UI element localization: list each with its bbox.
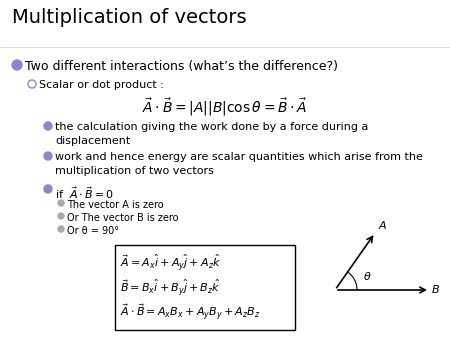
Text: $\vec{A}\cdot\vec{B}=A_xB_x+A_yB_y+A_zB_z$: $\vec{A}\cdot\vec{B}=A_xB_x+A_yB_y+A_zB_… bbox=[120, 303, 261, 323]
Text: $\vec{A}\cdot\vec{B}=|A||B|\cos\theta=\vec{B}\cdot\vec{A}$: $\vec{A}\cdot\vec{B}=|A||B|\cos\theta=\v… bbox=[142, 96, 308, 118]
Text: Scalar or dot product :: Scalar or dot product : bbox=[39, 80, 164, 90]
Text: Or θ = 90°: Or θ = 90° bbox=[67, 226, 119, 236]
Text: Multiplication of vectors: Multiplication of vectors bbox=[12, 8, 247, 27]
Text: the calculation giving the work done by a force during a
displacement: the calculation giving the work done by … bbox=[55, 122, 369, 146]
Circle shape bbox=[44, 152, 52, 160]
Text: work and hence energy are scalar quantities which arise from the
multiplication : work and hence energy are scalar quantit… bbox=[55, 152, 423, 176]
Circle shape bbox=[44, 122, 52, 130]
Circle shape bbox=[58, 200, 64, 206]
Text: $\theta$: $\theta$ bbox=[363, 270, 372, 282]
Text: B: B bbox=[432, 285, 440, 295]
Text: $\vec{A}=A_x\hat{i}+A_y\hat{j}+A_z\hat{k}$: $\vec{A}=A_x\hat{i}+A_y\hat{j}+A_z\hat{k… bbox=[120, 252, 221, 273]
Text: Or The vector B is zero: Or The vector B is zero bbox=[67, 213, 179, 223]
Circle shape bbox=[44, 185, 52, 193]
Circle shape bbox=[12, 60, 22, 70]
Text: $\vec{B}=B_x\hat{i}+B_y\hat{j}+B_z\hat{k}$: $\vec{B}=B_x\hat{i}+B_y\hat{j}+B_z\hat{k… bbox=[120, 277, 220, 298]
Circle shape bbox=[58, 226, 64, 232]
Text: The vector A is zero: The vector A is zero bbox=[67, 200, 164, 210]
Bar bbox=[115, 245, 295, 330]
Circle shape bbox=[28, 80, 36, 88]
Text: Two different interactions (what’s the difference?): Two different interactions (what’s the d… bbox=[25, 60, 338, 73]
Text: A: A bbox=[378, 221, 386, 231]
Circle shape bbox=[58, 213, 64, 219]
Text: if  $\vec{A}\cdot\vec{B}=0$: if $\vec{A}\cdot\vec{B}=0$ bbox=[55, 185, 114, 201]
